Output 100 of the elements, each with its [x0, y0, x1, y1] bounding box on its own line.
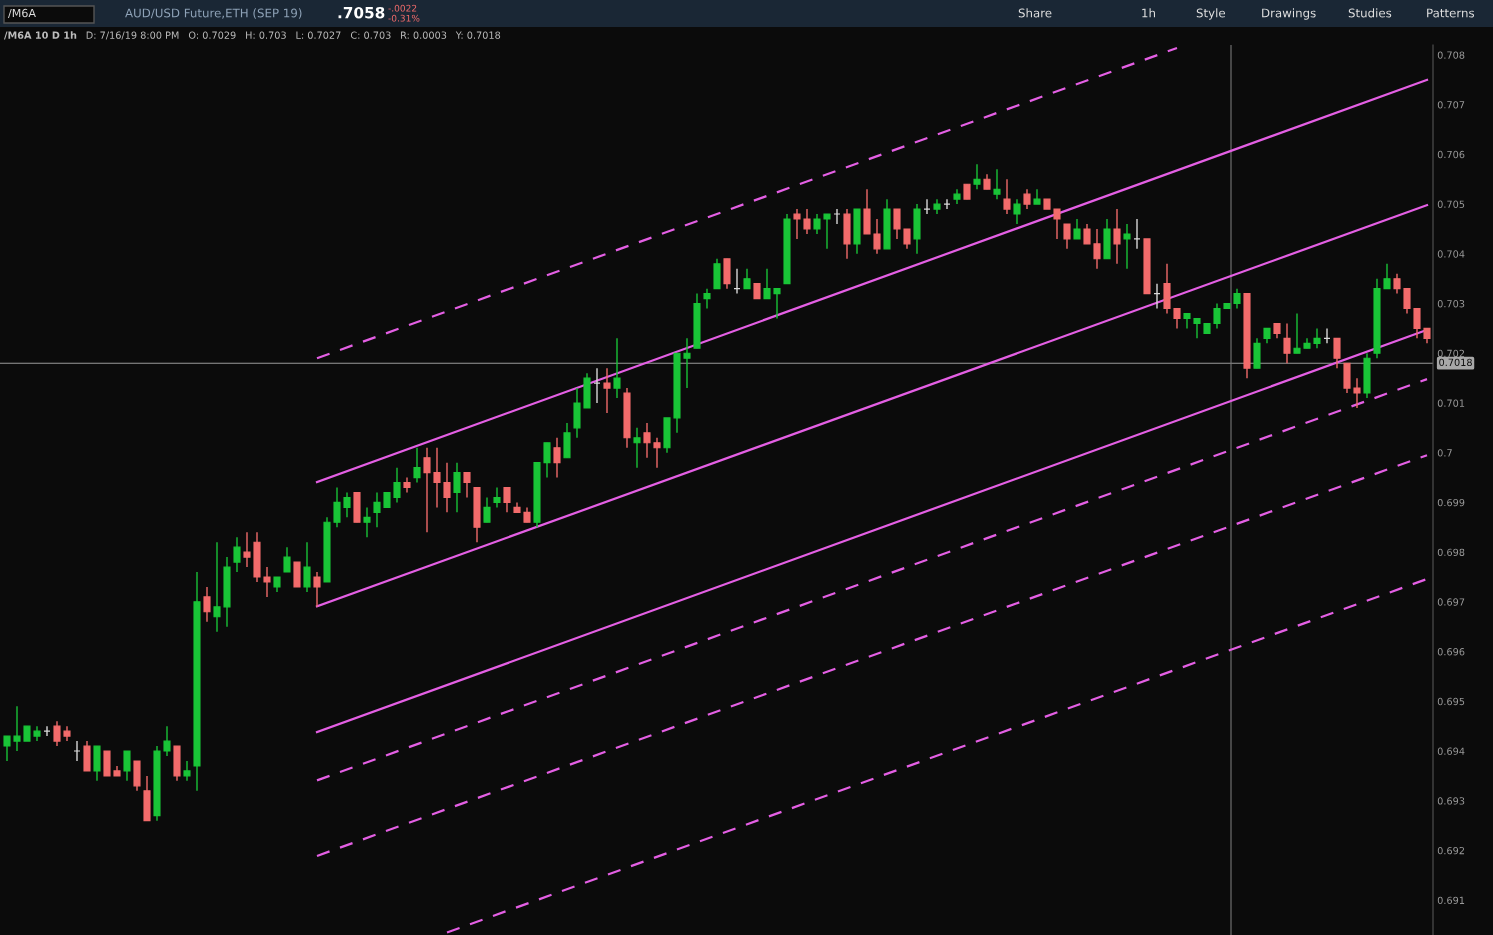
y-tick-label: 0.697 — [1437, 598, 1465, 606]
candlestick — [53, 720, 61, 747]
candlestick — [703, 287, 711, 310]
candlestick — [203, 586, 211, 623]
y-tick-label: 0.693 — [1437, 797, 1465, 805]
candlestick — [453, 461, 461, 514]
candlestick — [1383, 263, 1391, 290]
y-tick-label: 0.7 — [1437, 449, 1452, 457]
text: Style — [1196, 8, 1226, 20]
y-tick-label: 0.691 — [1437, 896, 1465, 905]
candlestick — [1393, 273, 1401, 295]
text: L: 0.7027 — [296, 31, 341, 39]
text: 1h — [1142, 8, 1155, 18]
candlestick — [363, 506, 371, 538]
candlestick — [393, 466, 401, 504]
candlestick — [1173, 307, 1181, 330]
y-tick-label: 0.699 — [1437, 498, 1465, 507]
candlestick — [183, 760, 191, 782]
candlestick — [373, 491, 381, 528]
y-tick-label: 0.701 — [1437, 399, 1465, 407]
candlestick — [923, 198, 931, 215]
text: Patterns — [1427, 8, 1475, 18]
candlestick — [993, 168, 1001, 200]
text: Drawings — [1262, 8, 1316, 20]
candlestick — [233, 536, 241, 573]
candlestick — [1073, 218, 1081, 240]
candlestick — [943, 198, 951, 210]
candlestick — [643, 422, 651, 459]
candlestick — [903, 228, 911, 250]
candlestick — [833, 208, 841, 225]
candlestick — [433, 447, 441, 509]
candlestick — [3, 735, 11, 762]
candlestick — [343, 491, 351, 519]
candlestick — [633, 427, 641, 469]
y-tick-label: 0.696 — [1437, 648, 1465, 656]
y-tick-label: 0.698 — [1437, 548, 1465, 556]
candlestick — [653, 437, 661, 469]
candlestick — [1053, 208, 1061, 240]
candlestick — [593, 367, 601, 404]
candlestick — [543, 442, 551, 479]
y-tick-label: 0.704 — [1437, 250, 1465, 258]
y-tick-label: 0.705 — [1437, 200, 1465, 208]
text: D: 7/16/19 8:00 PM — [86, 31, 179, 40]
candlestick — [603, 367, 611, 414]
candlestick — [163, 725, 171, 757]
text: Y: 0.7018 — [455, 31, 501, 39]
text: /M6A 10 D 1h — [4, 31, 77, 40]
y-tick-label: 0.702 — [1437, 349, 1465, 358]
candlestick — [423, 447, 431, 533]
candlestick — [1063, 223, 1071, 250]
candlestick — [1083, 223, 1091, 245]
chart-title: /M6A — [8, 8, 36, 19]
candlestick — [743, 268, 751, 290]
candlestick — [463, 471, 471, 499]
candlestick — [823, 213, 831, 250]
candlestick — [1093, 228, 1101, 270]
candlestick — [1133, 218, 1141, 250]
candlestick — [13, 705, 21, 752]
candlestick — [1403, 287, 1411, 315]
y-tick-label: 0.708 — [1437, 51, 1465, 59]
y-tick-label: 0.707 — [1437, 101, 1465, 109]
candlestick — [613, 337, 621, 399]
candlestick — [1283, 322, 1291, 364]
ref-line-label: 0.7018 — [1439, 358, 1472, 367]
candlestick — [813, 213, 821, 235]
candlestick — [1293, 312, 1301, 354]
candlestick — [1003, 178, 1011, 215]
candlestick — [123, 750, 131, 782]
candlestick — [213, 541, 221, 633]
candlestick — [303, 541, 311, 593]
candlestick — [773, 287, 781, 320]
candlestick — [1023, 188, 1031, 210]
candlestick — [1013, 198, 1021, 225]
candlestick — [873, 218, 881, 255]
candlestick — [1193, 317, 1201, 340]
text: C: 0.703 — [350, 31, 391, 39]
candlestick — [1233, 287, 1241, 310]
candlestick — [1123, 223, 1131, 270]
candlestick — [1213, 302, 1221, 330]
text: Studies — [1348, 8, 1392, 18]
text: O: 0.7029 — [188, 31, 236, 39]
candlestick — [443, 461, 451, 514]
candlestick — [333, 486, 341, 528]
candlestick — [793, 208, 801, 240]
chart-subtitle: AUD/USD Future,ETH (SEP 19) — [125, 8, 302, 19]
y-tick-label: 0.692 — [1437, 846, 1465, 855]
candlestick — [553, 437, 561, 479]
candlestick — [973, 163, 981, 190]
candlestick — [1113, 208, 1121, 265]
candlestick — [1333, 337, 1341, 369]
text: H: 0.703 — [246, 31, 286, 39]
y-tick-label: 0.694 — [1437, 747, 1465, 755]
text: .7058 — [338, 6, 385, 19]
text: R: 0.0003 — [401, 31, 447, 39]
candlestick — [493, 486, 501, 509]
candlestick — [893, 208, 901, 240]
text: -.0022 — [388, 4, 417, 12]
candlestick — [1413, 307, 1421, 340]
y-tick-label: 0.706 — [1437, 150, 1465, 159]
candlestick — [483, 496, 491, 524]
